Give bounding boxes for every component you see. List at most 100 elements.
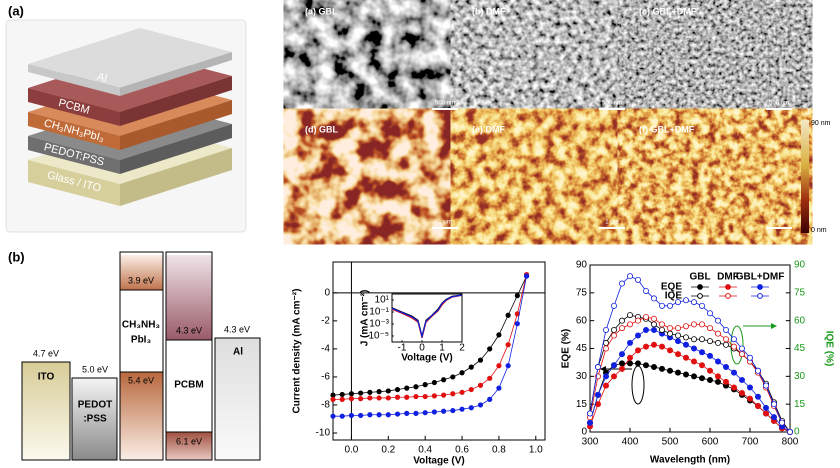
data-point	[667, 347, 674, 354]
image-label: (a) GBL	[305, 6, 338, 16]
data-point	[587, 419, 594, 426]
y-tick-label: 90	[576, 260, 588, 271]
y-tick-label: -10	[316, 428, 331, 439]
level-label: 3.9 eV	[128, 275, 154, 285]
data-point	[651, 364, 658, 371]
level-label: 4.7 eV	[33, 348, 59, 358]
scale-bar-label: 500 nm	[435, 101, 455, 107]
legend-row-label: IQE	[665, 291, 683, 302]
image-label: (c) GBL+DMF	[639, 6, 697, 16]
data-point	[643, 343, 650, 350]
legend-header: GBL	[689, 272, 710, 283]
data-point	[441, 392, 447, 398]
data-point	[643, 287, 650, 294]
data-point	[699, 362, 706, 369]
data-point	[611, 362, 618, 369]
data-point	[635, 276, 642, 283]
data-point	[731, 336, 738, 343]
data-point	[723, 326, 730, 333]
data-point	[627, 312, 634, 319]
legend-header: DMF	[717, 272, 739, 283]
data-point	[367, 389, 373, 395]
material-label: PEDOT	[78, 400, 112, 411]
level-label: 4.3 eV	[176, 325, 202, 335]
data-point	[496, 385, 502, 391]
layer-face	[120, 76, 232, 126]
data-point	[739, 390, 746, 397]
data-point	[635, 317, 642, 324]
y-axis-label: Current density (mA cm⁻²)	[292, 289, 303, 414]
scale-bar-label: 1 μm	[605, 220, 618, 226]
data-point	[348, 391, 355, 397]
y-tick-label: -4	[321, 344, 330, 355]
data-point	[358, 412, 364, 419]
band	[120, 255, 163, 290]
afm-image	[300, 120, 462, 233]
data-point	[739, 345, 746, 352]
data-point	[707, 310, 714, 317]
data-point	[619, 280, 626, 287]
data-point	[667, 367, 674, 374]
data-point	[651, 295, 658, 302]
data-point	[505, 363, 511, 369]
data-point	[595, 391, 602, 398]
data-point	[707, 352, 714, 359]
al-block	[214, 337, 261, 461]
data-point	[603, 345, 610, 352]
y2-tick-label: 75	[794, 287, 806, 298]
data-point	[683, 334, 690, 341]
x-tick-label: 0	[419, 343, 425, 354]
data-point	[487, 396, 493, 402]
legend-swatch	[757, 284, 763, 290]
data-point	[627, 360, 634, 367]
annotation-ellipse	[631, 365, 645, 405]
data-point	[487, 346, 493, 352]
x-tick-label: 400	[622, 437, 639, 448]
x-tick-label: 600	[702, 437, 719, 448]
x-tick-label: 0.6	[455, 445, 469, 456]
data-point	[683, 371, 690, 378]
data-point	[675, 338, 682, 345]
data-point	[683, 323, 690, 330]
material-label: PCBM	[174, 380, 203, 391]
data-point	[459, 370, 465, 376]
data-point	[763, 404, 770, 411]
data-point	[723, 341, 730, 348]
data-point	[667, 330, 674, 337]
sem-image	[300, 2, 462, 115]
x-axis-label: Voltage (V)	[413, 456, 464, 467]
data-point	[339, 391, 345, 398]
chart: 300 400 500 600 700 8000153045607590015304560…	[561, 260, 835, 466]
data-point	[330, 396, 336, 402]
data-point	[487, 375, 493, 381]
data-point	[339, 396, 345, 402]
annotation-ellipse	[730, 325, 744, 365]
data-point	[715, 317, 722, 324]
data-point	[339, 413, 345, 419]
y2-tick-label: 0	[794, 427, 800, 438]
data-point	[477, 402, 484, 408]
data-point	[413, 410, 419, 416]
data-point	[659, 343, 666, 350]
level-label: 6.1 eV	[176, 436, 202, 446]
series-line	[391, 294, 463, 339]
data-point	[514, 321, 520, 327]
data-point	[675, 369, 682, 376]
data-point	[755, 367, 762, 374]
data-point	[505, 312, 511, 318]
plot-area	[332, 261, 546, 441]
data-point	[619, 351, 626, 358]
data-point	[675, 351, 682, 358]
data-point	[699, 302, 706, 309]
level-label: 5.0 eV	[82, 364, 108, 374]
y-tick-label: 30	[576, 371, 588, 382]
data-point	[675, 325, 682, 332]
data-point	[739, 351, 746, 358]
legend-swatch	[725, 284, 731, 290]
data-point	[587, 410, 594, 417]
image-label: (f) GBL+DMF	[639, 124, 695, 134]
scale-bar-label: 1 μm	[438, 220, 451, 226]
colorbar	[801, 120, 809, 233]
data-point	[747, 354, 754, 361]
